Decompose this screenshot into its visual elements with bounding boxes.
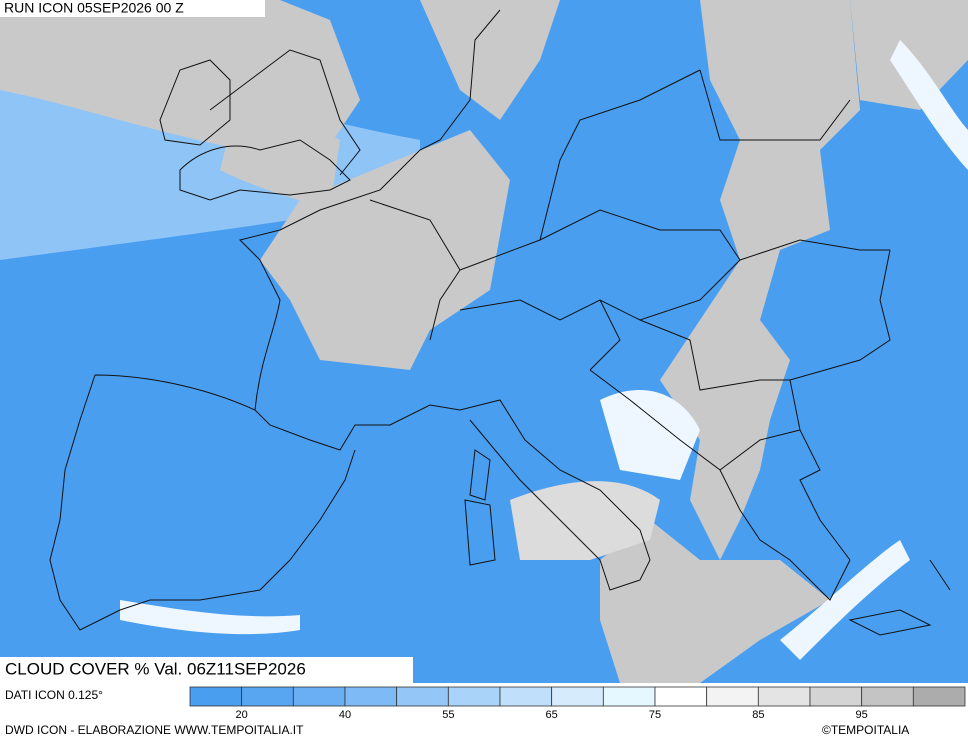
- legend-swatch: [602, 686, 656, 707]
- map: RUN ICON 05SEP2026 00 Z CLOUD COVER % Va…: [0, 0, 968, 683]
- legend-swatch: [809, 686, 863, 707]
- coastline: [848, 559, 951, 636]
- legend-swatch: [706, 686, 759, 707]
- cloud-area: [420, 0, 560, 120]
- legend-label: 65: [546, 709, 558, 721]
- copyright-label: ©TEMPOITALIA: [822, 723, 909, 737]
- legend-swatch: [292, 686, 346, 707]
- legend-swatch: [912, 686, 966, 707]
- coastline: [589, 249, 891, 601]
- color-legend: 20 40 55 65 75 85 95: [189, 686, 966, 721]
- legend-swatch: [396, 686, 449, 707]
- product-box: [0, 657, 413, 683]
- coastline: [49, 374, 651, 631]
- coastline: [239, 9, 501, 411]
- legend-swatch: [757, 686, 811, 707]
- cloud-streak: [890, 40, 968, 170]
- cloud-streak: [120, 600, 300, 635]
- coastline: [159, 59, 231, 146]
- legend-label: 40: [339, 709, 351, 721]
- legend-label: 85: [752, 709, 764, 721]
- coastline: [464, 449, 496, 566]
- legend-swatch: [344, 686, 398, 707]
- cloud-area: [510, 481, 660, 560]
- coastline: [179, 49, 361, 201]
- cloud-area: [260, 130, 510, 370]
- legend-label: 95: [856, 709, 868, 721]
- legend-swatch: [861, 686, 914, 707]
- cloud-area: [600, 390, 700, 480]
- product-label: CLOUD COVER % Val. 06Z11SEP2026: [5, 659, 306, 678]
- cloud-area: [600, 520, 830, 683]
- legend-swatch: [189, 686, 243, 707]
- legend-swatch: [551, 686, 604, 707]
- run-label: RUN ICON 05SEP2026 00 Z: [4, 0, 184, 16]
- legend-swatch: [499, 686, 553, 707]
- legend-swatch: [447, 686, 501, 707]
- cloud-area: [0, 0, 360, 160]
- legend-label: 20: [236, 709, 248, 721]
- border: [369, 69, 890, 471]
- cloud-streak: [780, 540, 910, 660]
- credit-label: DWD ICON - ELABORAZIONE WWW.TEMPOITALIA.…: [5, 723, 304, 737]
- legend-swatch: [241, 686, 294, 707]
- source-label: DATI ICON 0.125°: [5, 688, 103, 702]
- run-box: [0, 0, 265, 17]
- legend-label: 75: [649, 709, 661, 721]
- cloud-area: [220, 120, 340, 210]
- legend-label: 55: [442, 709, 454, 721]
- legend-swatch: [654, 686, 708, 707]
